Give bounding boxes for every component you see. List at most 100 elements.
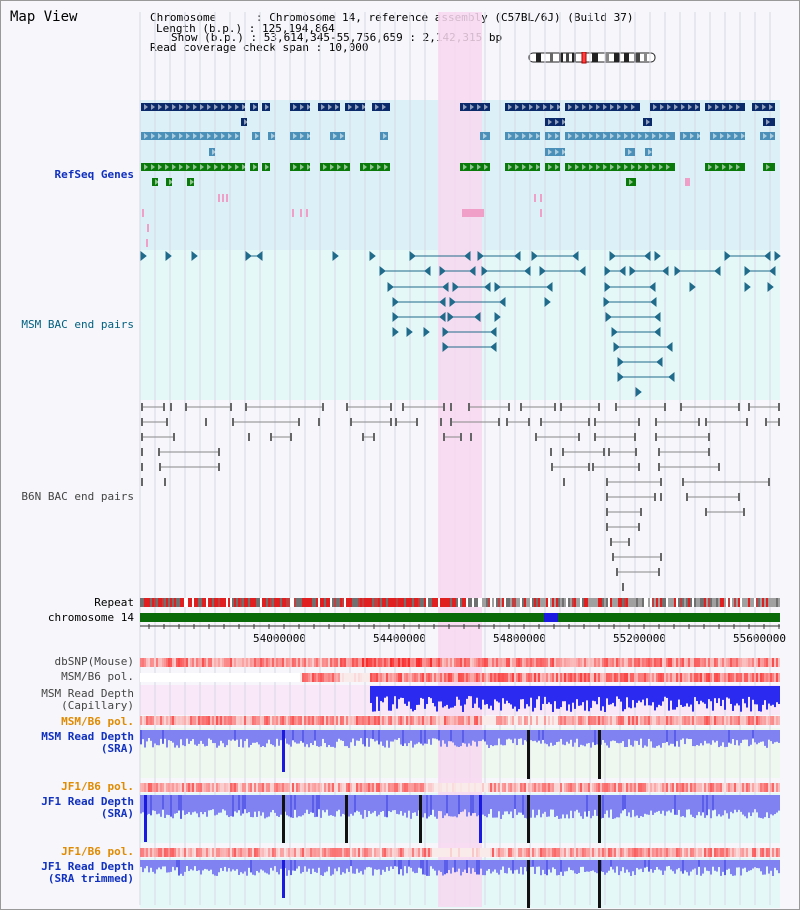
depth-bar: [440, 686, 442, 702]
depth-bar: [218, 795, 220, 813]
depth-bar: [362, 730, 364, 745]
depth-bar: [554, 860, 556, 870]
jf1-depth-trim-label[interactable]: JF1 Read Depth: [41, 860, 134, 873]
pol-heat-cell: [402, 783, 404, 792]
b6n-bac-label[interactable]: B6N BAC end pairs: [21, 490, 134, 503]
depth-bar: [578, 795, 580, 813]
depth-bar: [236, 860, 238, 870]
msm-b6-pol-label-1[interactable]: MSM/B6 pol.: [61, 670, 134, 683]
depth-bar: [530, 795, 532, 818]
pol-heat-cell: [598, 783, 600, 792]
snp-heat-cell: [230, 658, 232, 667]
pol-heat-cell: [324, 848, 326, 857]
gene-strand-arrow: [529, 104, 533, 110]
snp-heat-cell: [284, 658, 286, 667]
snp-heat-cell: [768, 658, 770, 667]
repeat-mark: [600, 598, 602, 607]
pol-heat-cell: [646, 848, 648, 857]
refseq-genes-label[interactable]: RefSeq Genes: [54, 168, 134, 181]
snp-heat-cell: [316, 658, 318, 667]
snp-heat-cell: [242, 658, 244, 667]
depth-bar: [480, 860, 482, 869]
msm-depth-sra-label[interactable]: MSM Read Depth: [41, 730, 134, 743]
gene-strand-arrow: [631, 133, 635, 139]
depth-bar: [434, 686, 436, 707]
depth-bar: [336, 860, 338, 872]
depth-bar: [660, 730, 662, 748]
pol-heat-cell: [246, 783, 248, 792]
repeat-mark: [524, 598, 526, 607]
snp-heat-cell: [596, 658, 598, 667]
pol-heat-cell: [270, 848, 272, 857]
pol-heat-cell: [254, 716, 256, 725]
msm-depth-cap-label[interactable]: MSM Read Depth: [41, 687, 134, 700]
gene-strand-arrow: [770, 133, 774, 139]
repeat-mark: [630, 598, 632, 607]
pol-heat-cell: [730, 673, 732, 682]
depth-bar: [442, 795, 444, 819]
gene-strand-arrow: [769, 104, 773, 110]
pol-heat-cell: [662, 716, 664, 725]
bac-end-marker: [402, 403, 404, 411]
pol-heat-cell: [412, 673, 414, 682]
depth-bar: [532, 730, 534, 742]
pol-heat-cell: [644, 716, 646, 725]
jf1-depth-sra-label[interactable]: JF1 Read Depth: [41, 795, 134, 808]
snp-heat-cell: [312, 658, 314, 667]
pol-heat-cell: [158, 716, 160, 725]
pol-heat-cell: [758, 848, 760, 857]
pol-heat-cell: [274, 783, 276, 792]
repeat-mark: [698, 598, 700, 607]
pol-empty-region: [140, 673, 300, 682]
pol-heat-cell: [244, 848, 246, 857]
depth-bar: [142, 860, 144, 873]
depth-bar: [298, 860, 300, 867]
depth-bar: [680, 686, 682, 705]
depth-bar: [592, 795, 594, 816]
pol-heat-cell: [404, 848, 406, 857]
msm-bac-label[interactable]: MSM BAC end pairs: [21, 318, 134, 331]
pol-heat-cell: [646, 716, 648, 725]
jf1-depth-sra-sublabel: (SRA): [100, 807, 134, 820]
repeat-mark: [178, 598, 180, 607]
msm-b6-pol-label-2[interactable]: MSM/B6 pol.: [61, 715, 134, 728]
snp-heat-cell: [500, 658, 502, 667]
depth-bar: [568, 860, 570, 868]
pol-heat-cell: [548, 673, 550, 682]
pol-heat-cell: [554, 848, 556, 857]
repeat-mark: [182, 598, 184, 607]
pol-heat-cell: [288, 716, 290, 725]
snp-heat-cell: [586, 658, 588, 667]
jf1-b6-pol-label-2[interactable]: JF1/B6 pol.: [61, 845, 134, 858]
snp-heat-cell: [468, 658, 470, 667]
pol-heat-cell: [384, 673, 386, 682]
bac-end-marker: [318, 418, 320, 426]
repeat-mark: [238, 598, 240, 607]
depth-bar: [672, 686, 674, 710]
bac-end-marker: [477, 250, 484, 262]
depth-bar: [510, 860, 512, 871]
pol-heat-cell: [638, 716, 640, 725]
pol-heat-cell: [316, 848, 318, 857]
bac-end-marker: [705, 508, 707, 516]
depth-bar: [626, 730, 628, 747]
repeat-mark: [330, 598, 332, 607]
pol-heat-cell: [600, 673, 602, 682]
jf1-b6-pol-label-1[interactable]: JF1/B6 pol.: [61, 780, 134, 793]
snp-heat-cell: [536, 658, 538, 667]
pol-heat-cell: [162, 716, 164, 725]
depth-bar: [466, 686, 468, 699]
pol-heat-cell: [336, 673, 338, 682]
depth-bar: [264, 860, 266, 873]
pol-heat-cell: [546, 716, 548, 725]
gene-strand-arrow: [255, 133, 259, 139]
pol-heat-cell: [622, 673, 624, 682]
depth-bar: [746, 730, 748, 740]
pol-heat-cell: [716, 673, 718, 682]
bac-end-marker: [650, 296, 657, 308]
dbsnp-label[interactable]: dbSNP(Mouse): [54, 655, 134, 668]
depth-bar: [688, 795, 690, 810]
bac-end-marker: [662, 265, 669, 277]
snp-heat-cell: [304, 658, 306, 667]
